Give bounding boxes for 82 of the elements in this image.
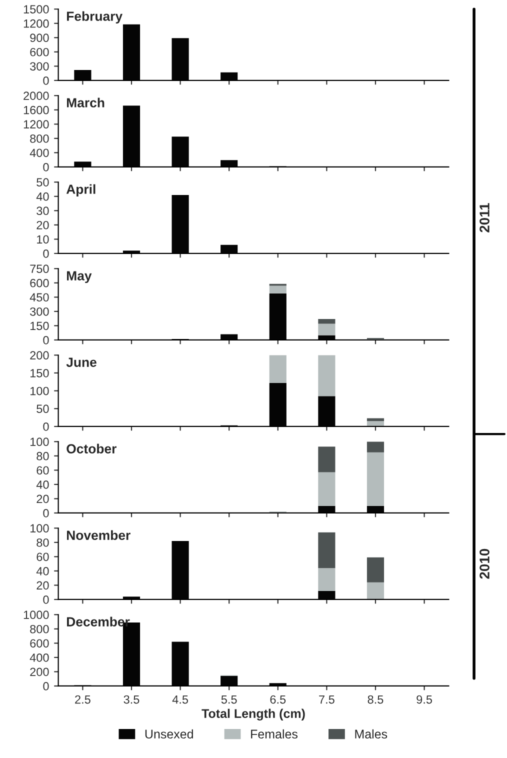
y-tick-label: 900 <box>30 34 49 42</box>
y-tick-label: 150 <box>30 322 49 330</box>
chart-title: October <box>66 444 116 454</box>
y-tick-label: 0 <box>43 249 49 258</box>
bar <box>366 421 384 426</box>
y-tick-label: 40 <box>36 566 49 576</box>
y-tick-label: 20 <box>36 581 49 590</box>
bar <box>318 472 336 506</box>
legend-label: Males <box>355 729 388 739</box>
y-tick-label: 30 <box>36 206 49 216</box>
y-tick-label: 20 <box>36 220 49 230</box>
x-tick-label: 9.5 <box>416 695 432 704</box>
x-tick-label: 3.5 <box>124 695 140 704</box>
y-tick-label: 400 <box>30 653 49 662</box>
legend-label: Females <box>251 729 298 739</box>
y-tick-label: 40 <box>36 192 49 201</box>
chart-title: April <box>66 184 96 197</box>
y-tick-label: 400 <box>30 148 49 158</box>
bar <box>366 452 384 506</box>
bar <box>318 532 336 568</box>
legend-label: Unsexed <box>145 729 193 739</box>
y-tick-label: 50 <box>36 404 49 414</box>
y-tick-label: 0 <box>43 509 49 518</box>
x-axis-title: Total Length (cm) <box>202 708 305 721</box>
y-tick-label: 1600 <box>24 106 49 114</box>
bar <box>318 355 336 396</box>
y-tick-label: 60 <box>36 466 49 475</box>
y-tick-label: 150 <box>30 368 49 378</box>
y-tick-label: 40 <box>36 480 49 489</box>
x-tick-label: 8.5 <box>368 695 384 704</box>
bar <box>366 557 384 582</box>
y-tick-label: 0 <box>43 76 49 85</box>
y-tick-label: 0 <box>43 336 49 344</box>
y-tick-label: 0 <box>43 162 49 172</box>
y-tick-label: 100 <box>30 438 49 446</box>
y-tick-label: 600 <box>30 278 49 288</box>
x-tick-label: 7.5 <box>319 695 334 704</box>
y-tick-label: 100 <box>30 524 49 533</box>
y-tick-label: 800 <box>30 624 49 634</box>
y-tick-label: 750 <box>30 264 49 274</box>
y-tick-label: 80 <box>36 538 49 547</box>
y-tick-label: 200 <box>30 668 49 676</box>
text: 2010 <box>480 548 490 579</box>
bar <box>269 355 286 383</box>
y-tick-label: 0 <box>43 596 49 604</box>
bar <box>366 582 384 600</box>
y-tick-label: 200 <box>30 351 49 360</box>
y-tick-label: 1500 <box>24 5 49 14</box>
y-tick-label: 60 <box>36 552 49 562</box>
y-tick-label: 600 <box>30 639 49 648</box>
bar <box>318 568 336 591</box>
y-tick-label: 20 <box>36 494 49 504</box>
y-tick-label: 600 <box>30 48 49 56</box>
y-tick-label: 800 <box>30 134 49 143</box>
chart-title: May <box>66 271 92 284</box>
text: 2011 <box>480 203 490 232</box>
y-tick-label: 1000 <box>24 610 49 620</box>
y-tick-label: 1200 <box>24 19 49 28</box>
y-tick-label: 80 <box>36 452 49 460</box>
x-tick-label: 5.5 <box>221 695 237 704</box>
chart-title: June <box>66 358 96 367</box>
bar <box>269 286 286 294</box>
y-tick-label: 300 <box>30 62 49 71</box>
x-tick-label: 6.5 <box>270 695 286 704</box>
y-tick-label: 50 <box>36 178 49 187</box>
bar <box>318 319 336 324</box>
y-tick-label: 100 <box>30 386 49 396</box>
bar <box>318 446 336 472</box>
chart-title: March <box>66 98 104 108</box>
chart-title: November <box>66 530 130 540</box>
y-tick-label: 0 <box>43 682 49 690</box>
y-tick-label: 1200 <box>24 120 49 129</box>
x-tick-label: 2.5 <box>75 695 90 704</box>
y-tick-label: 10 <box>37 235 49 244</box>
chart-title: February <box>66 11 123 24</box>
bar <box>318 324 336 336</box>
y-tick-label: 300 <box>30 307 49 316</box>
x-tick-label: 4.5 <box>172 695 188 704</box>
y-tick-label: 2000 <box>24 92 49 100</box>
y-tick-label: 450 <box>30 293 49 302</box>
bar <box>366 442 384 452</box>
y-tick-label: 0 <box>43 422 49 431</box>
